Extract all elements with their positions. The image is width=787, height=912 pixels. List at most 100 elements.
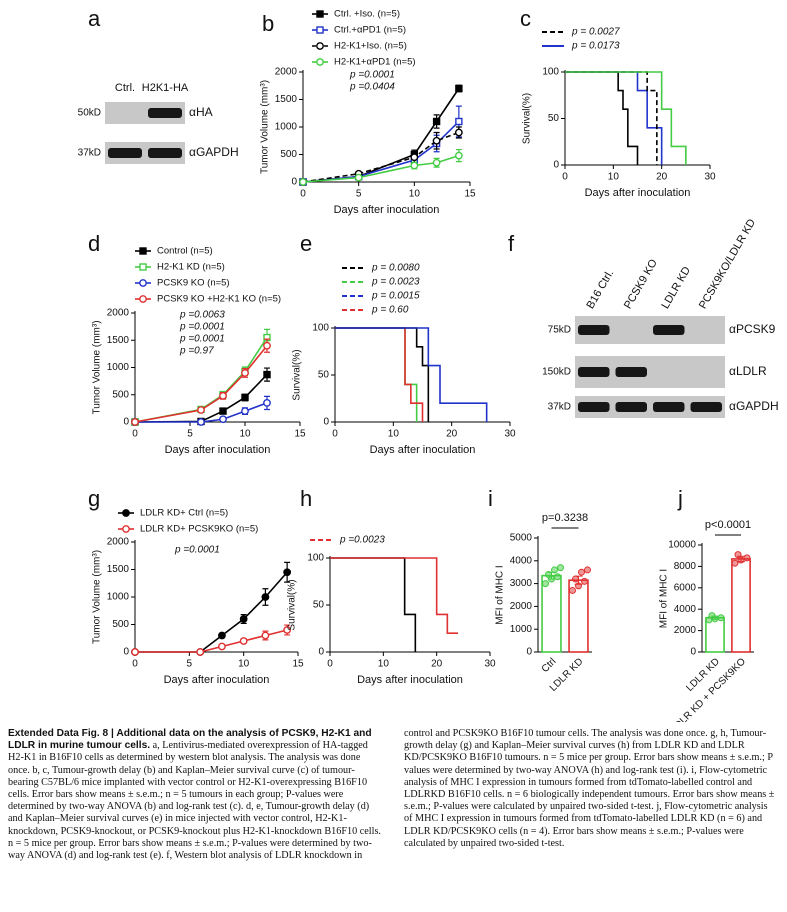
y-tick-label: 3000 — [510, 578, 533, 589]
p-value: p =0.0001 — [174, 545, 220, 556]
survival-curve — [565, 71, 658, 165]
legend-label: p = 0.0173 — [571, 41, 620, 52]
x-tick-label: 0 — [132, 429, 138, 440]
size-label: 75kD — [548, 325, 571, 336]
data-point — [734, 551, 742, 559]
data-point — [743, 554, 751, 562]
legend-label: p = 0.0027 — [571, 27, 620, 38]
marker — [454, 128, 463, 137]
x-tick-label: 10 — [409, 189, 421, 200]
y-tick-label: 0 — [526, 647, 532, 658]
legend-label: p = 0.0023 — [371, 277, 420, 288]
panel-label: h — [300, 486, 312, 511]
marker — [283, 568, 292, 577]
marker — [219, 415, 227, 424]
marker — [263, 370, 271, 379]
x-tick-label: 20 — [656, 172, 668, 183]
legend-label: p =0.0023 — [339, 535, 385, 546]
x-tick-label: 0 — [332, 429, 338, 440]
y-tick-label: 2000 — [674, 625, 697, 636]
p-value: p<0.0001 — [705, 519, 751, 531]
y-tick-label: 2000 — [510, 601, 533, 612]
x-axis-label: Days after inoculation — [334, 204, 440, 216]
marker — [219, 391, 227, 400]
lane-label: PCSK9 KO — [622, 257, 660, 311]
panel-label: j — [677, 486, 683, 511]
lane-label: Ctrl. — [115, 82, 135, 94]
marker — [316, 26, 324, 34]
x-tick-label: 15 — [464, 189, 476, 200]
data-point — [569, 586, 576, 594]
legend-label: LDLR KD+ Ctrl (n=5) — [140, 508, 228, 519]
x-tick-label: 5 — [187, 429, 193, 440]
marker — [239, 615, 248, 623]
marker — [432, 117, 441, 126]
panel-label: e — [300, 231, 312, 256]
y-tick-label: 1000 — [107, 362, 130, 373]
marker — [455, 84, 463, 93]
legend-label: LDLR KD+ PCSK9KO (n=5) — [140, 524, 258, 535]
marker — [263, 341, 271, 350]
y-tick-label: 0 — [123, 647, 129, 658]
y-tick-label: 0 — [690, 647, 696, 658]
marker — [139, 279, 147, 287]
blot-background — [575, 396, 725, 418]
marker — [197, 418, 205, 426]
survival-curve — [335, 327, 430, 422]
x-tick-label: 0 — [132, 659, 138, 670]
y-tick-label: 100 — [307, 553, 324, 564]
panel-label: c — [520, 6, 531, 31]
legend-label: H2-K1+αPD1 (n=5) — [334, 57, 416, 68]
data-point — [542, 580, 549, 588]
x-tick-label: 0 — [562, 172, 568, 183]
marker — [316, 42, 324, 50]
y-tick-label: 0 — [553, 160, 559, 171]
y-axis-label: MFI of MHC I — [659, 569, 670, 628]
panel-label: b — [262, 11, 274, 36]
blot-band — [578, 325, 610, 335]
marker — [239, 637, 248, 645]
y-tick-label: 50 — [548, 113, 560, 124]
y-tick-label: 1000 — [510, 624, 533, 635]
y-axis-label: Tumor Volume (mm³) — [92, 320, 103, 414]
marker — [263, 399, 271, 407]
y-tick-label: 500 — [112, 619, 129, 630]
y-tick-label: 500 — [112, 389, 129, 400]
blot-band — [108, 148, 142, 158]
blot-band — [578, 402, 610, 412]
marker — [316, 58, 324, 66]
survival-curve — [335, 327, 488, 422]
survival-curve — [565, 71, 687, 165]
y-tick-label: 1500 — [107, 564, 130, 575]
data-point — [581, 577, 588, 585]
x-tick-label: Ctrl — [540, 656, 559, 675]
x-axis-label: Days after inoculation — [164, 674, 270, 686]
marker — [261, 631, 270, 640]
lane-label: H2K1-HA — [142, 82, 189, 94]
bar — [731, 558, 751, 653]
legend-label: p = 0.60 — [371, 305, 409, 316]
panel-label: d — [88, 231, 100, 256]
p-value: p =0.0404 — [349, 82, 395, 93]
y-tick-label: 6000 — [674, 582, 697, 593]
y-tick-label: 0 — [318, 647, 324, 658]
marker — [197, 406, 205, 414]
x-tick-label: 5 — [356, 189, 362, 200]
legend-label: PCSK9 KO (n=5) — [157, 278, 230, 289]
legend-label: p = 0.0080 — [371, 263, 420, 274]
marker — [410, 161, 419, 170]
marker — [316, 10, 324, 18]
antibody-label: αGAPDH — [729, 399, 779, 413]
marker — [241, 393, 249, 402]
caption-title: Extended Data Fig. 8 | Additional data o… — [8, 728, 372, 752]
legend-label: Ctrl. +Iso. (n=5) — [334, 9, 400, 20]
marker — [139, 295, 147, 303]
x-axis-label: Days after inoculation — [370, 444, 476, 456]
y-tick-label: 500 — [280, 149, 297, 160]
figure: a Ctrl. H2K1-HA 50kD αHA 37kD αGAPDH f B16 Ctrl.… — [78, 6, 779, 722]
caption: Extended Data Fig. 8 | Additional data o… — [8, 728, 778, 862]
legend-label: H2-K1 KD (n=5) — [157, 262, 225, 273]
y-tick-label: 2000 — [275, 67, 298, 78]
size-label: 37kD — [548, 402, 571, 413]
antibody-label: αPCSK9 — [729, 322, 776, 336]
